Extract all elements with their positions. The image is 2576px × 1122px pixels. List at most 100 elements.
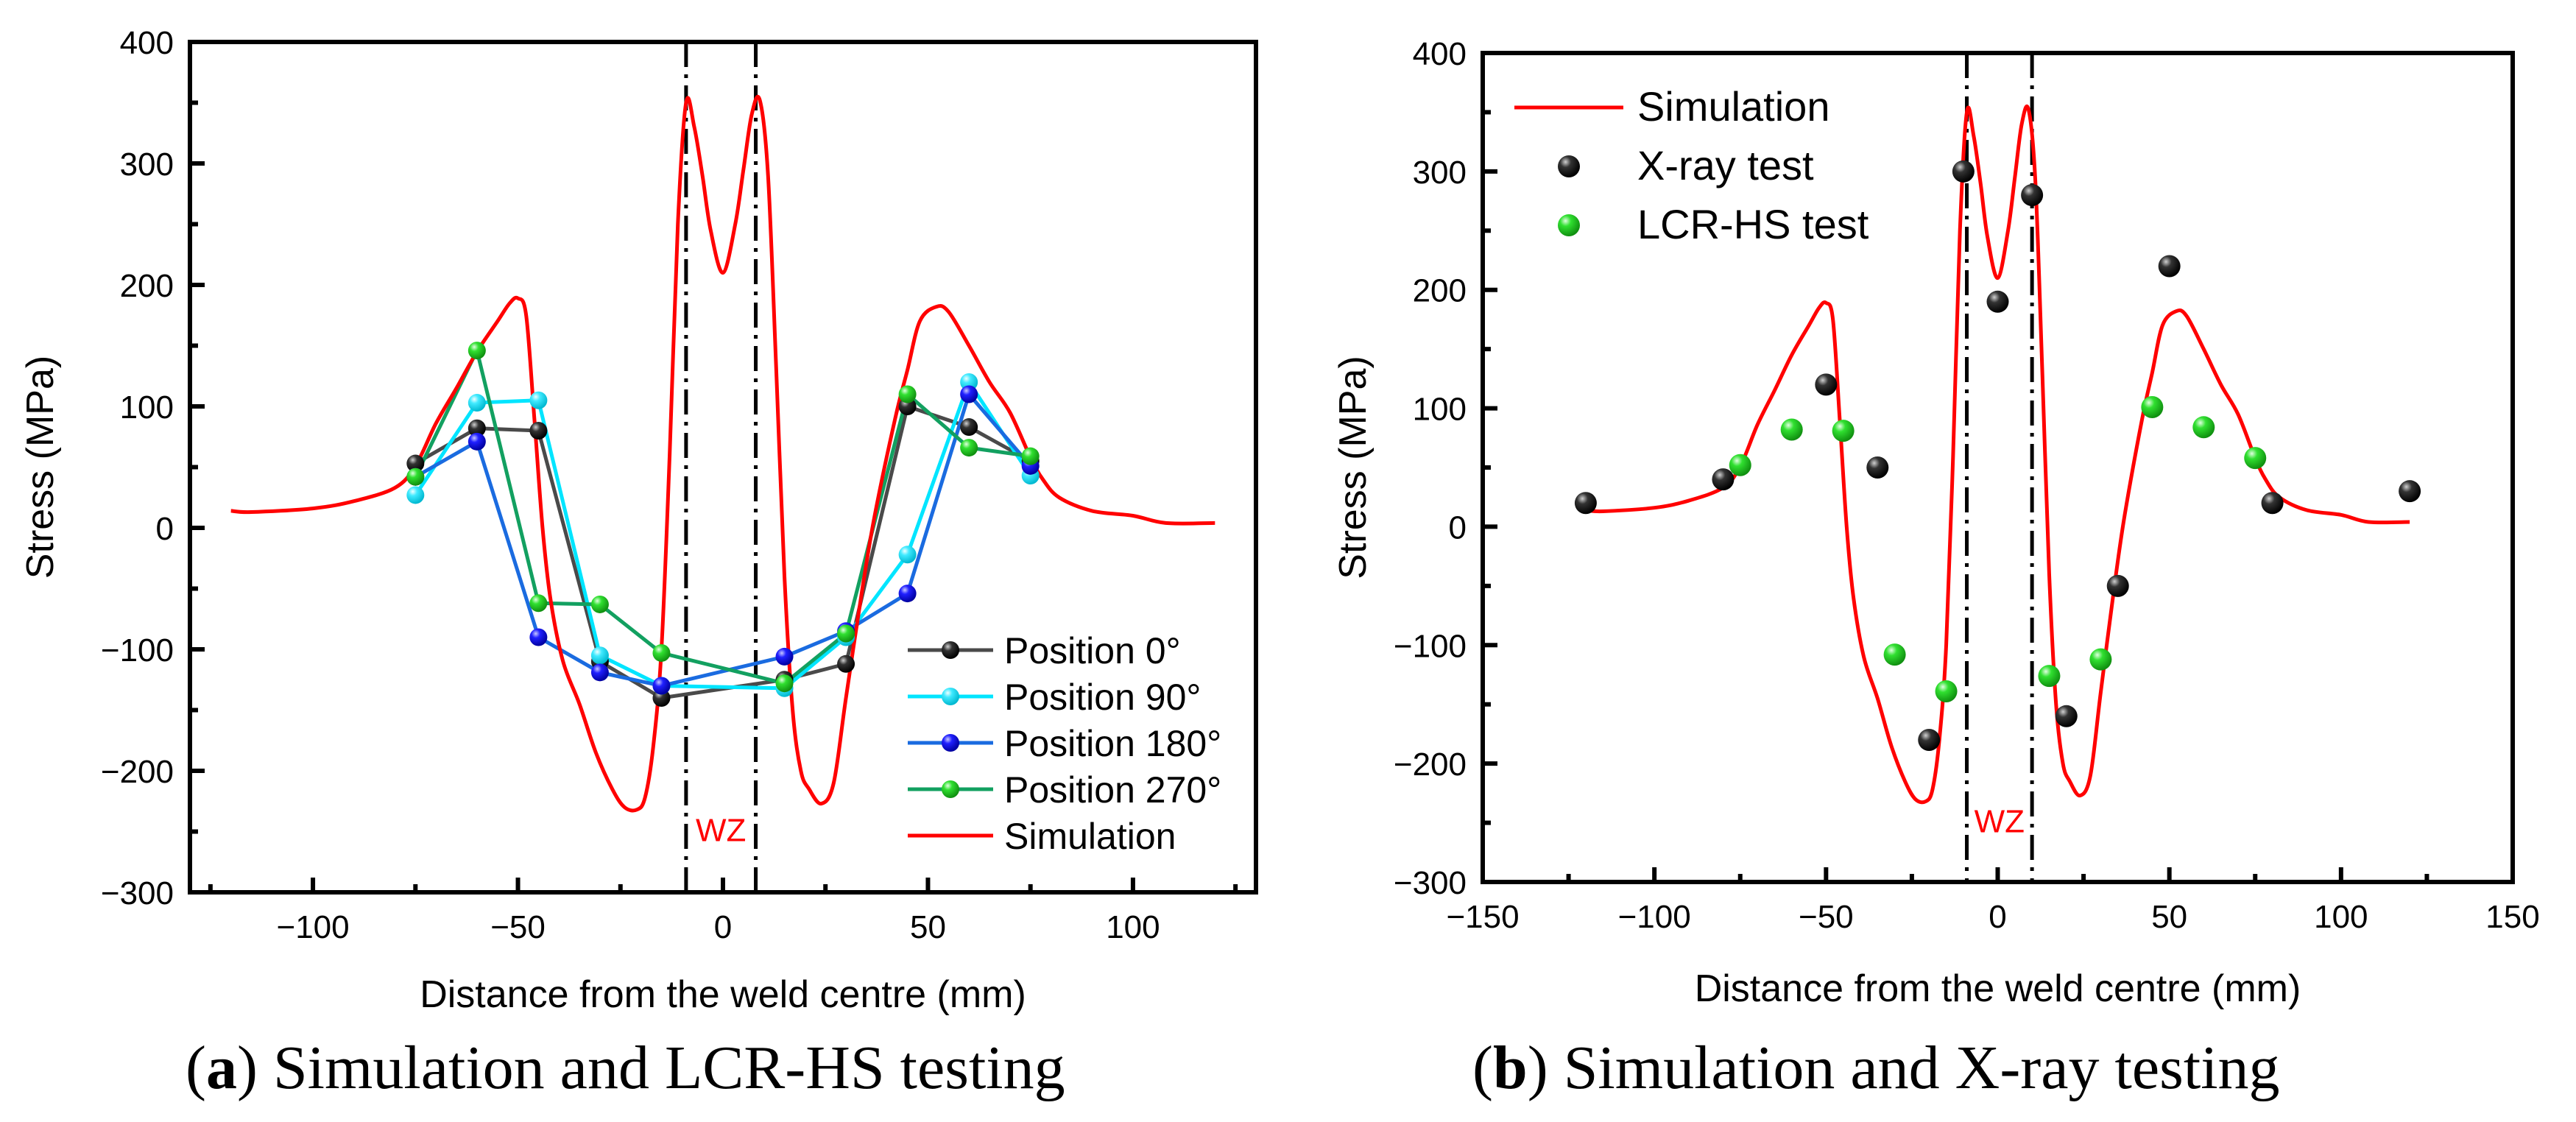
series-line-position-270	[414, 345, 1031, 685]
plot-frame	[188, 40, 1258, 895]
data-point-position-270	[775, 674, 794, 693]
data-point-x-ray-test	[2106, 574, 2129, 597]
y-tick-label: 0	[156, 511, 174, 547]
data-point-lcr-hs-test	[2038, 665, 2061, 688]
legend: Simulation X-ray test LCR-HS test	[1514, 83, 1869, 247]
data-point-x-ray-test	[2055, 705, 2078, 727]
legend-marker	[942, 780, 959, 798]
data-point-x-ray-test	[1918, 728, 1941, 751]
legend-label: Position 180°	[1004, 723, 1221, 764]
legend-item: Position 0°	[908, 630, 1181, 671]
caption-a-text: Simulation and LCR-HS testing	[272, 1034, 1065, 1102]
legend-label: Simulation	[1004, 816, 1176, 857]
data-point-position-270	[529, 594, 548, 613]
x-tick-label: −100	[277, 909, 350, 945]
data-point-lcr-hs-test	[2192, 416, 2215, 439]
plot-area	[1574, 104, 2421, 805]
legend-label: LCR-HS test	[1637, 201, 1869, 247]
x-tick-label: −150	[1446, 899, 1519, 935]
x-tick-label: 50	[2151, 899, 2187, 935]
data-point-position-90	[529, 391, 548, 409]
y-tick-label: 200	[1413, 273, 1467, 309]
data-point-position-0	[898, 398, 917, 415]
data-point-position-270	[898, 385, 917, 403]
data-point-x-ray-test	[2261, 492, 2284, 515]
x-axis-label: Distance from the weld centre (mm)	[1695, 967, 2301, 1010]
caption-b: bSimulation and X-ray testing	[1472, 1032, 2280, 1104]
data-point-position-270	[590, 595, 609, 613]
series-line-position-90	[414, 378, 1032, 691]
data-point-position-0	[960, 418, 978, 437]
plot-frame	[1481, 51, 2515, 884]
plot-area	[230, 94, 1215, 813]
y-axis-label: Stress (MPa)	[19, 356, 62, 579]
data-point-position-0	[467, 419, 486, 437]
data-point-x-ray-test	[1986, 290, 2009, 313]
y-tick-label: −200	[101, 754, 174, 790]
y-tick-label: 400	[1413, 36, 1467, 72]
legend-item: Simulation	[908, 816, 1176, 857]
data-point-position-0	[837, 654, 855, 673]
data-point-x-ray-test	[2021, 184, 2044, 207]
legend-marker	[942, 641, 959, 659]
y-tick-label: −300	[101, 875, 174, 911]
legend-marker	[942, 734, 959, 752]
data-point-position-270	[652, 643, 671, 662]
data-point-position-180	[652, 677, 671, 695]
data-point-x-ray-test	[2399, 480, 2421, 503]
legend-marker	[1558, 155, 1580, 177]
x-tick-label: 0	[714, 909, 732, 945]
data-point-position-90	[406, 486, 425, 504]
data-point-position-90	[898, 546, 917, 564]
x-tick-label: 100	[2314, 899, 2368, 935]
caption-b-label: b	[1472, 1034, 1564, 1102]
data-point-position-180	[960, 385, 978, 403]
legend-label: X-ray test	[1637, 142, 1814, 188]
data-point-lcr-hs-test	[1935, 680, 1958, 703]
series-line-position-180	[414, 390, 1032, 688]
data-point-x-ray-test	[1952, 160, 1975, 183]
y-tick-label: −200	[1394, 747, 1467, 783]
legend-item: Position 180°	[908, 723, 1221, 764]
y-axis-label: Stress (MPa)	[1332, 356, 1375, 579]
y-tick-label: 300	[120, 147, 174, 183]
data-point-position-270	[837, 624, 855, 643]
chart-panel-b: −150 −100 −50 0 50 100 150 −300 −200 −100 0 100 200 3…	[1332, 36, 2540, 1010]
series-line-simulation	[1585, 104, 2410, 805]
x-tick-label: −50	[490, 909, 546, 945]
x-tick-label: 0	[1989, 899, 2006, 935]
data-point-x-ray-test	[1866, 456, 1889, 479]
caption-b-text: Simulation and X-ray testing	[1563, 1034, 2280, 1102]
series-line-simulation	[230, 94, 1215, 813]
legend-label: Simulation	[1637, 83, 1829, 130]
data-point-position-180	[898, 585, 917, 603]
x-tick-label: −100	[1618, 899, 1691, 935]
data-point-x-ray-test	[1574, 492, 1597, 515]
data-point-position-180	[775, 647, 794, 666]
legend-label: Position 0°	[1004, 630, 1181, 671]
y-tick-label: −100	[101, 632, 174, 668]
data-point-lcr-hs-test	[1883, 643, 1906, 666]
data-point-position-270	[467, 342, 486, 360]
y-tick-label: −100	[1394, 628, 1467, 664]
data-point-position-180	[467, 432, 486, 451]
legend-label: Position 90°	[1004, 677, 1201, 718]
data-point-lcr-hs-test	[1832, 420, 1855, 442]
data-point-position-180	[590, 663, 609, 682]
data-point-lcr-hs-test	[2244, 447, 2267, 470]
data-point-x-ray-test	[2158, 255, 2181, 278]
y-tick-label: 100	[1413, 392, 1467, 428]
weld-zone-label: WZ	[696, 813, 746, 849]
data-point-lcr-hs-test	[2141, 395, 2164, 418]
series-line-position-0	[414, 403, 1031, 700]
data-point-position-270	[1021, 447, 1040, 465]
data-point-x-ray-test	[1712, 468, 1735, 491]
legend-item: X-ray test	[1558, 142, 1814, 188]
legend-item: LCR-HS test	[1558, 201, 1869, 247]
data-point-position-0	[529, 422, 548, 440]
x-tick-label: 150	[2485, 899, 2539, 935]
caption-a-label: a	[186, 1034, 273, 1102]
weld-zone-label: WZ	[1975, 803, 2025, 839]
